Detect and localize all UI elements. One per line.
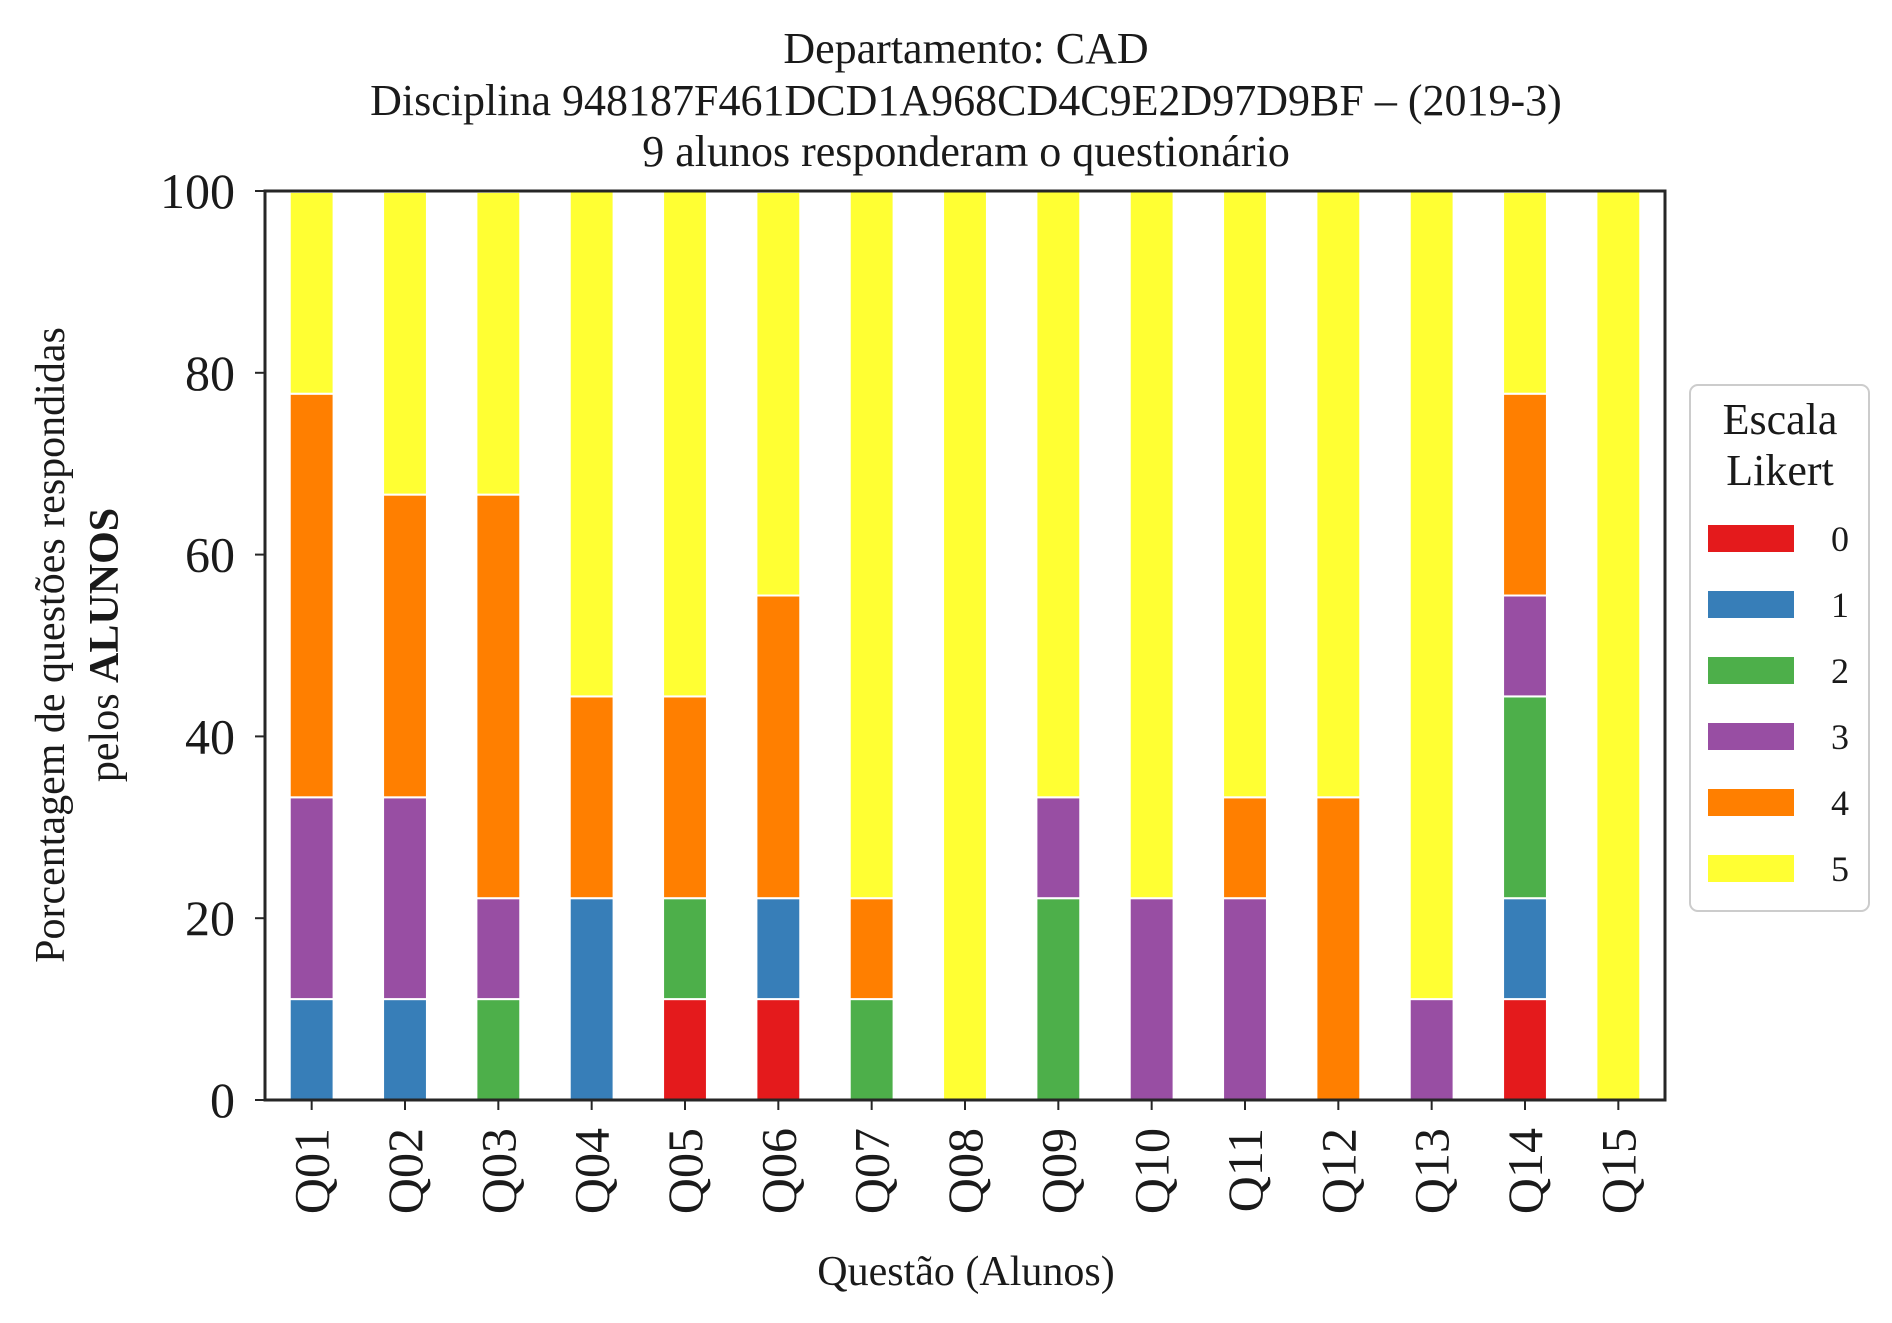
bar-segment-Q13-likert-5 [1408, 190, 1455, 1001]
x-tick-label-Q02: Q02 [377, 1128, 433, 1214]
bar-segment-Q04-likert-5 [568, 190, 615, 698]
bar-segment-Q13-likert-3 [1408, 998, 1455, 1101]
bar-segment-Q05-likert-0 [662, 998, 708, 1101]
bar-segment-Q04-likert-4 [568, 695, 615, 900]
title-line-2: Disciplina 948187F461DCD1A968CD4C9E2D97D… [370, 76, 1562, 125]
bar-segment-Q09-likert-3 [1035, 796, 1082, 900]
bar-segment-Q04-likert-1 [568, 897, 615, 1102]
title-line-3: 9 alunos responderam o questionário [642, 127, 1290, 176]
y-tick-label-60: 60 [185, 527, 235, 583]
bars-layer [288, 190, 1642, 1102]
legend-box [1689, 384, 1870, 912]
legend-label-0: 0 [1831, 519, 1849, 559]
x-tick-label-Q09: Q09 [1030, 1128, 1086, 1214]
y-axis-title: Porcentagem de questões respondidas pelo… [28, 327, 128, 963]
legend-title-line-1: Escala [1723, 395, 1838, 444]
x-tick-label-Q06: Q06 [750, 1128, 806, 1214]
x-tick-label-Q10: Q10 [1124, 1128, 1180, 1214]
legend-title-line-2: Likert [1726, 446, 1834, 495]
bar-segment-Q12-likert-4 [1315, 796, 1362, 1101]
x-tick-label-Q03: Q03 [470, 1128, 526, 1214]
x-tick-label-Q12: Q12 [1310, 1128, 1366, 1214]
y-tick-label-100: 100 [160, 163, 235, 219]
title-line-1: Departamento: CAD [783, 24, 1148, 73]
bar-segment-Q02-likert-4 [382, 493, 428, 799]
x-tick-label-Q14: Q14 [1497, 1128, 1553, 1214]
bar-segment-Q14-likert-2 [1502, 695, 1548, 900]
x-tick-label-Q04: Q04 [564, 1128, 620, 1214]
bar-segment-Q02-likert-5 [382, 190, 428, 496]
bar-segment-Q01-likert-3 [288, 796, 335, 1001]
bar-segment-Q14-likert-5 [1502, 190, 1548, 395]
bar-segment-Q06-likert-0 [755, 998, 802, 1101]
x-tick-label-Q11: Q11 [1217, 1128, 1273, 1212]
legend-swatch-3 [1708, 723, 1794, 750]
x-axis-ticks: Q01 Q02 Q03 Q04 Q05 Q06 Q07 Q08 Q09 Q10 Q11 Q12 Q13 Q… [284, 1100, 1646, 1214]
y-axis-title-line-1: Porcentagem de questões respondidas [28, 327, 74, 963]
x-axis-title: Questão (Alunos) [817, 1249, 1114, 1295]
legend-swatch-4 [1708, 789, 1794, 816]
bar-segment-Q07-likert-5 [848, 190, 895, 900]
bar-segment-Q02-likert-3 [382, 796, 428, 1001]
x-tick-label-Q07: Q07 [844, 1128, 900, 1214]
bar-segment-Q08-likert-5 [942, 190, 988, 1101]
bar-segment-Q12-likert-5 [1315, 190, 1362, 799]
bar-segment-Q10-likert-5 [1128, 190, 1175, 900]
x-tick-label-Q08: Q08 [937, 1128, 993, 1214]
bar-segment-Q07-likert-2 [848, 998, 895, 1101]
bar-segment-Q01-likert-5 [288, 190, 335, 395]
bar-segment-Q05-likert-4 [662, 695, 708, 900]
y-tick-label-40: 40 [185, 708, 235, 764]
bar-segment-Q05-likert-5 [662, 190, 708, 698]
bar-segment-Q10-likert-3 [1128, 897, 1175, 1102]
bar-segment-Q06-likert-4 [755, 594, 802, 900]
x-tick-label-Q01: Q01 [284, 1128, 340, 1214]
bar-segment-Q14-likert-3 [1502, 594, 1548, 698]
bar-segment-Q09-likert-2 [1035, 897, 1082, 1102]
legend-label-5: 5 [1831, 849, 1849, 889]
y-tick-label-20: 20 [185, 890, 235, 946]
bar-segment-Q05-likert-2 [662, 897, 708, 1001]
legend-label-2: 2 [1831, 651, 1849, 691]
legend-label-3: 3 [1831, 717, 1849, 757]
bar-segment-Q14-likert-1 [1502, 897, 1548, 1001]
bar-segment-Q14-likert-4 [1502, 392, 1548, 597]
legend-swatch-0 [1708, 525, 1794, 552]
legend-swatch-2 [1708, 657, 1794, 684]
y-tick-label-80: 80 [185, 345, 235, 401]
chart-title: Departamento: CAD Disciplina 948187F461D… [370, 24, 1562, 176]
y-axis-ticks: 0 20 40 60 80 100 [160, 163, 265, 1128]
bar-segment-Q09-likert-5 [1035, 190, 1082, 799]
y-axis-title-prefix: pelos [82, 683, 128, 782]
bar-segment-Q11-likert-4 [1222, 796, 1268, 900]
bar-segment-Q06-likert-5 [755, 190, 802, 597]
bar-segment-Q03-likert-3 [475, 897, 522, 1001]
bar-segment-Q01-likert-1 [288, 998, 335, 1101]
bar-segment-Q03-likert-2 [475, 998, 522, 1101]
legend-swatch-1 [1708, 591, 1794, 618]
legend-label-1: 1 [1831, 585, 1849, 625]
legend-entries: 0 1 2 3 4 5 [1708, 519, 1849, 889]
bar-segment-Q06-likert-1 [755, 897, 802, 1001]
bar-segment-Q02-likert-1 [382, 998, 428, 1101]
x-tick-label-Q15: Q15 [1590, 1128, 1646, 1214]
y-axis-title-line-2: pelos ALUNOS [82, 508, 128, 782]
y-tick-label-0: 0 [210, 1072, 235, 1128]
bar-segment-Q03-likert-5 [475, 190, 522, 496]
legend-label-4: 4 [1831, 783, 1849, 823]
y-axis-title-bold: ALUNOS [82, 508, 128, 683]
legend-swatch-5 [1708, 855, 1794, 882]
bar-segment-Q11-likert-5 [1222, 190, 1268, 799]
bar-segment-Q14-likert-0 [1502, 998, 1548, 1101]
bar-segment-Q15-likert-5 [1595, 190, 1642, 1101]
legend: Escala Likert 0 1 2 3 4 5 [1689, 384, 1870, 912]
bar-segment-Q01-likert-4 [288, 392, 335, 799]
bar-segment-Q03-likert-4 [475, 493, 522, 900]
x-tick-label-Q05: Q05 [657, 1128, 713, 1214]
x-tick-label-Q13: Q13 [1404, 1128, 1460, 1214]
bar-segment-Q07-likert-4 [848, 897, 895, 1001]
bar-segment-Q11-likert-3 [1222, 897, 1268, 1102]
